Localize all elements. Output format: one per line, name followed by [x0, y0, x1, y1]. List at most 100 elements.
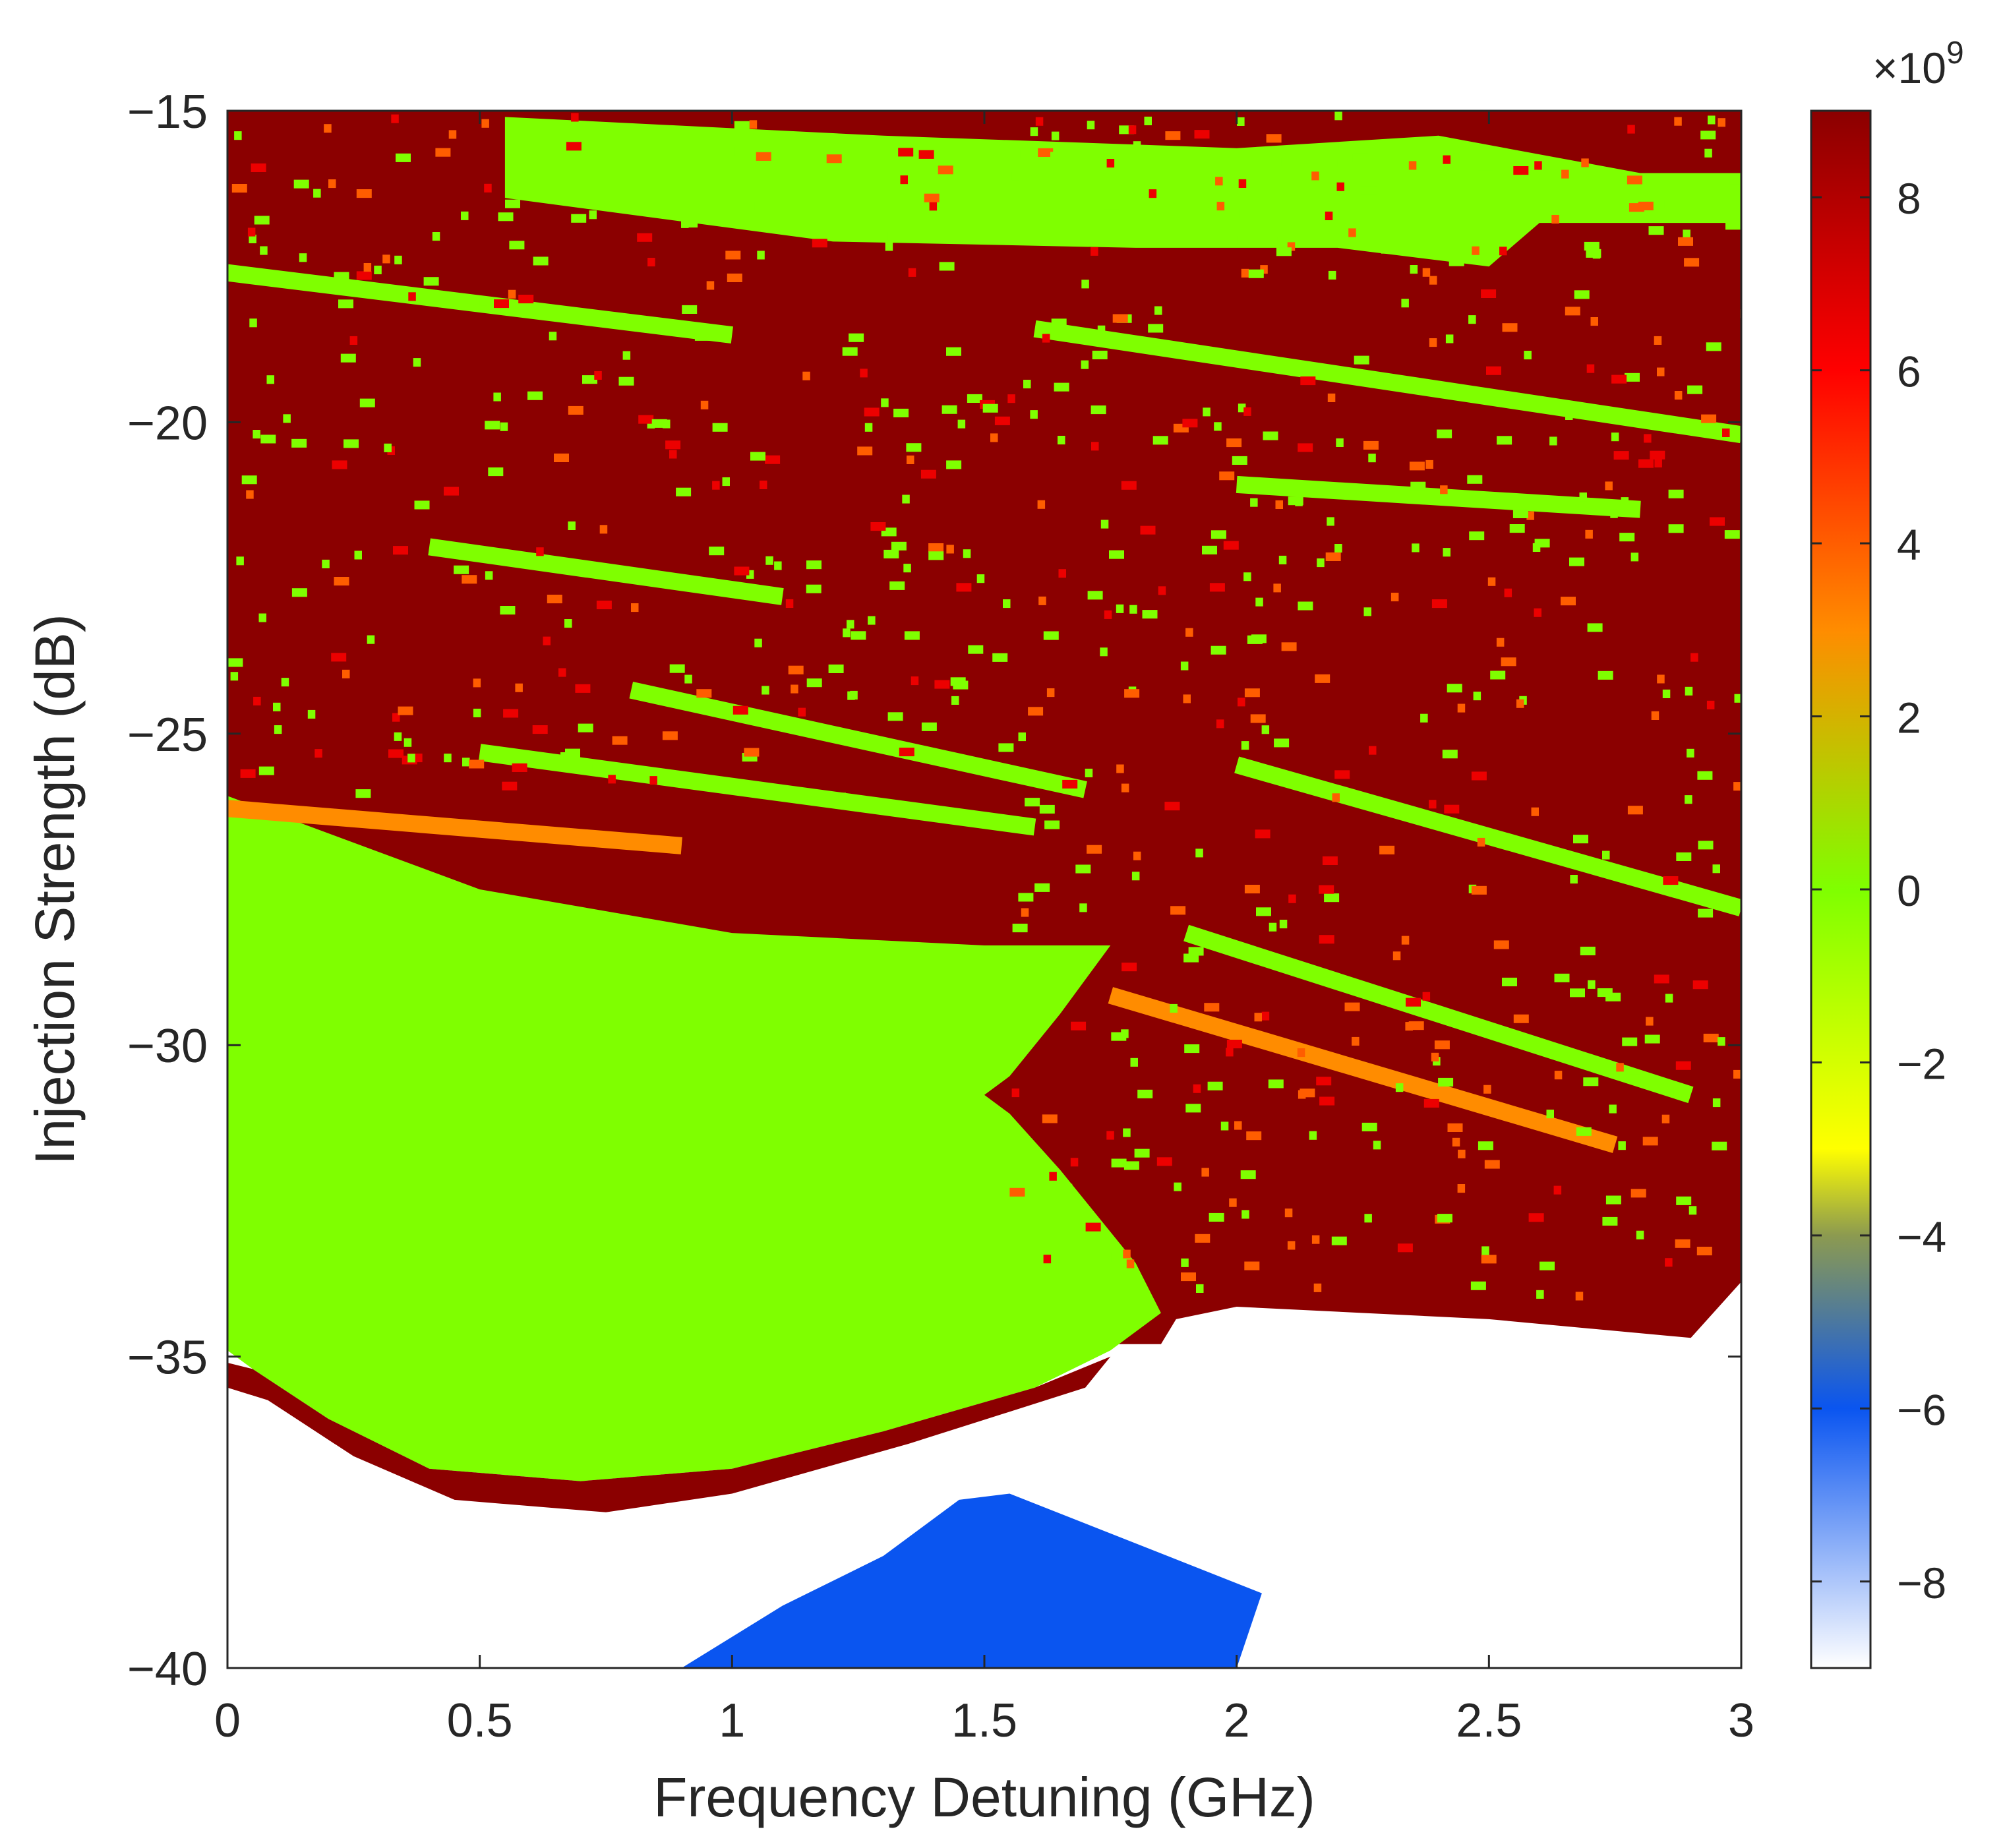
heatmap-speckle [992, 653, 1008, 662]
heatmap-speckle [1049, 1172, 1057, 1181]
heatmap-speckle [1627, 175, 1642, 185]
heatmap-speckle [1487, 577, 1496, 586]
heatmap-speckle [612, 736, 628, 745]
heatmap-speckle [1646, 1017, 1654, 1026]
heatmap-speckle [1554, 1071, 1563, 1080]
heatmap-speckle [918, 150, 934, 159]
heatmap-speckle [732, 705, 748, 715]
heatmap-speckle [1216, 719, 1224, 729]
y-tick-label: −15 [127, 86, 208, 138]
heatmap-speckle [1708, 115, 1716, 125]
heatmap-speckle [1241, 1210, 1249, 1219]
heatmap-speckle [571, 214, 587, 223]
heatmap-speckle [1630, 552, 1639, 562]
heatmap-speckle [1484, 1160, 1500, 1169]
heatmap-speckle [1361, 186, 1377, 195]
heatmap-speckle [1121, 481, 1137, 490]
heatmap-speckle [1018, 732, 1026, 742]
heatmap-speckle [647, 258, 655, 267]
heatmap-speckle [1334, 770, 1350, 779]
heatmap-speckle [444, 487, 459, 496]
heatmap-speckle [1616, 1063, 1624, 1072]
heatmap-speckle [461, 211, 469, 220]
x-axis-label: Frequency Detuning (GHz) [653, 1766, 1315, 1828]
heatmap-speckle [1410, 265, 1418, 274]
heatmap-speckle [1123, 1128, 1131, 1137]
heatmap-speckle [893, 408, 909, 417]
heatmap-region [227, 1356, 1111, 1512]
heatmap-speckle [929, 202, 938, 211]
heatmap-speckle [1140, 525, 1156, 535]
heatmap-speckle [938, 165, 953, 175]
heatmap-speckle [1278, 555, 1287, 564]
heatmap-speckle [734, 566, 750, 576]
colorbar-tick-label: −8 [1897, 1559, 1946, 1607]
heatmap-speckle [727, 273, 742, 282]
heatmap-speckle [1038, 148, 1054, 157]
heatmap-speckle [1268, 1079, 1284, 1088]
heatmap-speckle [254, 216, 270, 225]
heatmap-speckle [1170, 906, 1186, 915]
heatmap-speckle [1443, 155, 1450, 164]
heatmap-speckle [1361, 1122, 1377, 1131]
heatmap-speckle [1250, 714, 1266, 723]
heatmap-speckle [1531, 807, 1539, 816]
heatmap-speckle [1239, 209, 1255, 218]
heatmap-speckle [1364, 1214, 1372, 1223]
heatmap-speckle [1081, 280, 1089, 289]
heatmap-speckle [1678, 237, 1693, 246]
heatmap-speckle [694, 332, 710, 341]
heatmap-speckle [946, 545, 954, 554]
heatmap-speckle [505, 199, 520, 208]
heatmap-speckle [594, 371, 602, 380]
heatmap-speckle [1734, 694, 1741, 703]
heatmap-speckle [558, 668, 566, 677]
heatmap-speckle [1496, 638, 1505, 647]
heatmap-speckle [485, 571, 493, 580]
heatmap-speckle [1170, 1003, 1178, 1013]
y-tick-label: −30 [127, 1020, 208, 1073]
heatmap-speckle [1184, 1044, 1200, 1054]
heatmap-speckle [1174, 1182, 1181, 1191]
heatmap-speckle [1706, 342, 1721, 351]
heatmap-speckle [1712, 864, 1720, 874]
heatmap-speckle [236, 556, 244, 566]
heatmap-speckle [1513, 166, 1529, 175]
heatmap-speckle [920, 469, 936, 479]
heatmap-speckle [1395, 1083, 1404, 1092]
heatmap-speckle [1665, 994, 1673, 1003]
heatmap-speckle [1214, 422, 1222, 431]
heatmap-speckle [1035, 117, 1044, 126]
heatmap-speckle [1038, 596, 1046, 605]
heatmap-speckle [1051, 131, 1060, 140]
heatmap-speckle [1316, 1077, 1332, 1086]
heatmap-speckle [798, 707, 806, 717]
x-tick-label: 0 [214, 1694, 241, 1747]
heatmap-speckle [515, 683, 523, 692]
heatmap-speckle [258, 766, 274, 775]
heatmap-speckle [765, 556, 773, 565]
heatmap-speckles [227, 111, 1741, 1301]
heatmap-speckle [1050, 152, 1065, 161]
heatmap-speckle [1597, 988, 1613, 998]
heatmap-speckle [500, 606, 516, 615]
heatmap-speckle [1581, 158, 1589, 167]
heatmap-speckle [908, 268, 916, 277]
heatmap-speckle [1471, 771, 1487, 781]
heatmap-speckle [322, 559, 330, 568]
heatmap-speckle [1288, 894, 1296, 903]
colorbar-ticks: 8 6 4 2 0 −2 −4 −6 −8 [1811, 174, 1946, 1607]
heatmap-speckle [1565, 307, 1580, 316]
heatmap-speckle [1534, 539, 1550, 548]
heatmap-speckle [1128, 125, 1137, 134]
heatmap-speckle [532, 725, 548, 734]
heatmap-speckle [258, 613, 266, 622]
heatmap-speckle [1269, 922, 1277, 932]
heatmap-speckle [1471, 885, 1487, 895]
heatmap-speckle [1287, 242, 1296, 251]
heatmap-speckle [924, 193, 940, 202]
heatmap-speckle [1663, 876, 1679, 885]
colorbar: 8 6 4 2 0 −2 −4 −6 −8 ×109 [1810, 36, 1964, 1669]
heatmap-speckle [1622, 1037, 1638, 1046]
heatmap-speckle [1336, 182, 1344, 191]
